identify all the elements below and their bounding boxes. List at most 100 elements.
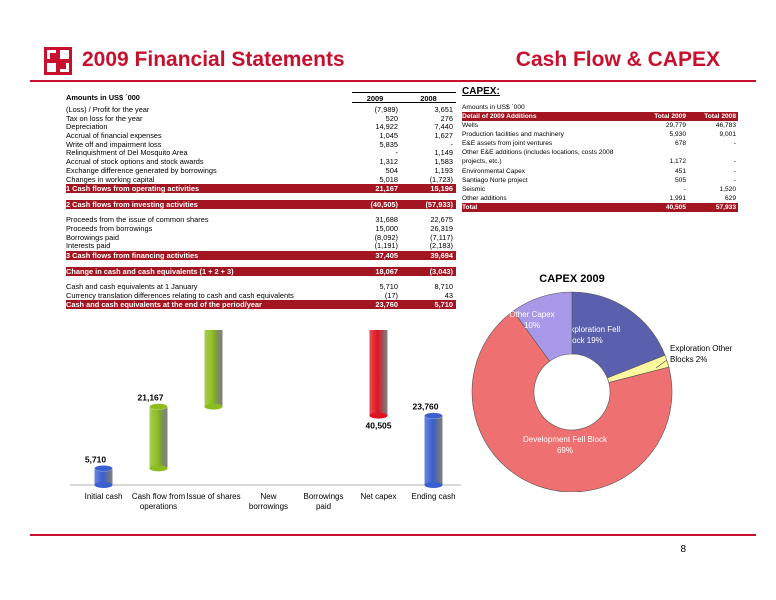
cash-flow-row-2009: (17) bbox=[384, 290, 398, 300]
cash-flow-row-2008: (2,183) bbox=[429, 241, 453, 251]
cash-flow-row-2009: 504 bbox=[385, 165, 398, 175]
cash-flow-row-2008: 43 bbox=[444, 290, 453, 300]
capex-row: Production facilities and machinery 5,930… bbox=[462, 130, 738, 139]
cash-flow-row: Relinquishment of Del Mosquito Area - 1,14… bbox=[66, 149, 456, 158]
bar-0 bbox=[94, 465, 113, 488]
capex-header-2009: Total 2009 bbox=[654, 113, 686, 120]
capex-row-2008: 629 bbox=[724, 194, 736, 202]
cash-flow-total-row: Change in cash and cash equivalents (1 +… bbox=[66, 266, 456, 276]
cash-bridge-chart: 5,710 Initial cash 21,167 Cash flow fromope… bbox=[70, 330, 461, 511]
cash-flow-row-2008: (7,117) bbox=[430, 232, 453, 242]
capex-row-2009: 29,779 bbox=[665, 122, 686, 130]
cash-flow-row: Proceeds from borrowings 15,000 26,319 bbox=[66, 224, 456, 234]
capex-row-2008: 1,520 bbox=[719, 185, 736, 193]
page-title: 2009 Financial Statements bbox=[82, 48, 345, 71]
capex-row-2009 bbox=[628, 148, 690, 157]
pie-label: Other Capex bbox=[509, 310, 554, 319]
capex-row-2009: 678 bbox=[674, 140, 686, 148]
capex-units-label: Amounts in US$ ´000 bbox=[462, 104, 525, 111]
capex-row-2008: - bbox=[733, 176, 736, 184]
capex-units: Amounts in US$ ´000 bbox=[462, 102, 738, 112]
cash-flow-row: Accrual of financial expenses 1,045 1,627 bbox=[66, 131, 456, 141]
category-label: Issue of shares bbox=[186, 492, 240, 501]
category-label: Cash flow from bbox=[132, 492, 186, 501]
cash-flow-total-row-2008: 5,710 bbox=[434, 300, 454, 310]
category-label: Borrowings bbox=[303, 492, 343, 501]
cash-flow-row: Borrowings paid (8,092) (7,117) bbox=[66, 232, 456, 243]
pie-label: 69% bbox=[557, 446, 573, 455]
cash-flow-row-2008: 1,149 bbox=[434, 148, 454, 158]
cash-flow-row: Exchange difference generated by borrowi… bbox=[66, 165, 456, 176]
cash-flow-total-row-2009: 21,167 bbox=[375, 184, 398, 194]
footer-divider bbox=[30, 534, 756, 536]
bar-value-label: 21,167 bbox=[138, 393, 164, 403]
capex-row-label: Santiago Norte project bbox=[462, 176, 528, 184]
pie-label: Blocks 2% bbox=[670, 355, 707, 364]
cash-flow-row-2009: 5,835 bbox=[379, 139, 399, 149]
cash-flow-row-2008: 22,675 bbox=[430, 215, 453, 225]
cash-flow-row-2009: 520 bbox=[385, 113, 398, 123]
cash-flow-row: Write off and impairment loss 5,835 - bbox=[66, 139, 456, 150]
cash-flow-row: Changes in working capital 5,018 (1,723) bbox=[66, 175, 456, 185]
cash-flow-total-row: Cash and cash equivalents at the end of … bbox=[66, 300, 456, 310]
capex-row-2009: 451 bbox=[674, 167, 686, 175]
category-label: New bbox=[260, 492, 276, 501]
cash-flow-total-row-label: 2 Cash flows from investing activities bbox=[66, 200, 198, 210]
cash-flow-total-row-label: 3 Cash flows from financing activities bbox=[66, 250, 199, 260]
cash-flow-row-label: Currency translation differences relatin… bbox=[66, 291, 294, 300]
cash-flow-total-row-2009: 18,067 bbox=[375, 266, 398, 276]
cash-flow-total-row: 2 Cash flows from investing activities (4… bbox=[66, 200, 456, 210]
capex-title: CAPEX: bbox=[462, 86, 500, 97]
cash-flow-row-2008: 276 bbox=[440, 113, 453, 123]
cash-flow-row-label: Interests paid bbox=[66, 242, 111, 251]
cash-flow-row-label: Borrowings paid bbox=[66, 233, 119, 242]
capex-row-label: E&E assets from joint ventures bbox=[462, 140, 553, 148]
cash-flow-total-row-2009: (40,505) bbox=[370, 200, 398, 210]
cash-flow-row-label: Exchange difference generated by borrowi… bbox=[66, 166, 217, 175]
capex-row: Seismic - 1,520 bbox=[462, 185, 738, 194]
pie-slice bbox=[512, 291, 573, 362]
capex-row-label: Other E&E additions (includes locations,… bbox=[462, 149, 614, 157]
capex-header-2008: Total 2008 bbox=[704, 113, 736, 120]
cash-flow-total-row-2009: 37,405 bbox=[375, 250, 398, 260]
cash-flow-header-2008: 2008 bbox=[404, 92, 456, 103]
cash-flow-row-2009: - bbox=[395, 148, 398, 158]
capex-row: Santiago Norte project 505 - bbox=[462, 176, 738, 185]
pie-slice bbox=[571, 291, 666, 379]
capex-table: CAPEX: Amounts in US$ ´000 Detail of 200… bbox=[462, 86, 738, 213]
capex-row-2008: - bbox=[733, 158, 736, 166]
capex-row-label: projects, etc.) bbox=[462, 158, 502, 166]
cash-flow-header-label: Amounts in US$ ´000 bbox=[66, 93, 140, 102]
spacer bbox=[66, 193, 456, 200]
cash-flow-row: Proceeds from the issue of common shares… bbox=[66, 215, 456, 225]
cash-flow-header: Amounts in US$ ´000 2009 2008 bbox=[66, 92, 456, 103]
category-label: Ending cash bbox=[411, 492, 455, 501]
capex-row-2008 bbox=[690, 148, 738, 157]
cash-flow-total-row: 1 Cash flows from operating activities 21… bbox=[66, 184, 456, 194]
cash-flow-row-2008: - bbox=[450, 139, 453, 149]
capex-row: E&E assets from joint ventures 678 - bbox=[462, 139, 738, 148]
cash-flow-row: Interests paid (1,191) (2,183) bbox=[66, 242, 456, 251]
capex-total-row: Total 40,505 57,933 bbox=[462, 202, 738, 213]
cash-flow-row: (Loss) / Profit for the year (7,989) 3,651 bbox=[66, 105, 456, 115]
cash-flow-row-2008: 1,193 bbox=[434, 165, 454, 175]
cash-flow-row-label: Proceeds from the issue of common shares bbox=[66, 216, 209, 225]
capex-row-label: Other additions bbox=[462, 194, 507, 202]
capex-row-2008: - bbox=[733, 140, 736, 148]
cash-flow-row-label: Accrual of stock options and stock award… bbox=[66, 158, 204, 167]
cash-flow-row-label: (Loss) / Profit for the year bbox=[66, 106, 150, 114]
capex-row-2008: - bbox=[733, 167, 736, 175]
bar-value-label: 23,760 bbox=[413, 402, 439, 412]
cash-flow-row-label: Relinquishment of Del Mosquito Area bbox=[66, 149, 188, 158]
category-label: Initial cash bbox=[85, 492, 123, 501]
company-logo bbox=[44, 47, 72, 75]
bar-value-label: 5,710 bbox=[85, 454, 107, 464]
cash-flow-row: Cash and cash equivalents at 1 January 5,… bbox=[66, 282, 456, 292]
spacer bbox=[66, 260, 456, 267]
cash-flow-row-2009: (8,092) bbox=[374, 232, 398, 242]
cash-flow-row-label: Accrual of financial expenses bbox=[66, 132, 162, 141]
cash-flow-row-2009: (1,191) bbox=[374, 241, 398, 251]
header-divider bbox=[30, 80, 756, 82]
cash-flow-total-row-2008: 39,694 bbox=[430, 250, 453, 260]
category-label: operations bbox=[140, 502, 177, 511]
